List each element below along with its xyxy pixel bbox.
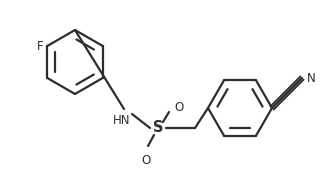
Text: F: F — [37, 39, 43, 52]
Text: S: S — [153, 121, 163, 135]
Text: HN: HN — [113, 114, 131, 127]
Text: O: O — [141, 154, 151, 167]
Text: N: N — [307, 71, 316, 84]
Text: O: O — [174, 100, 183, 113]
